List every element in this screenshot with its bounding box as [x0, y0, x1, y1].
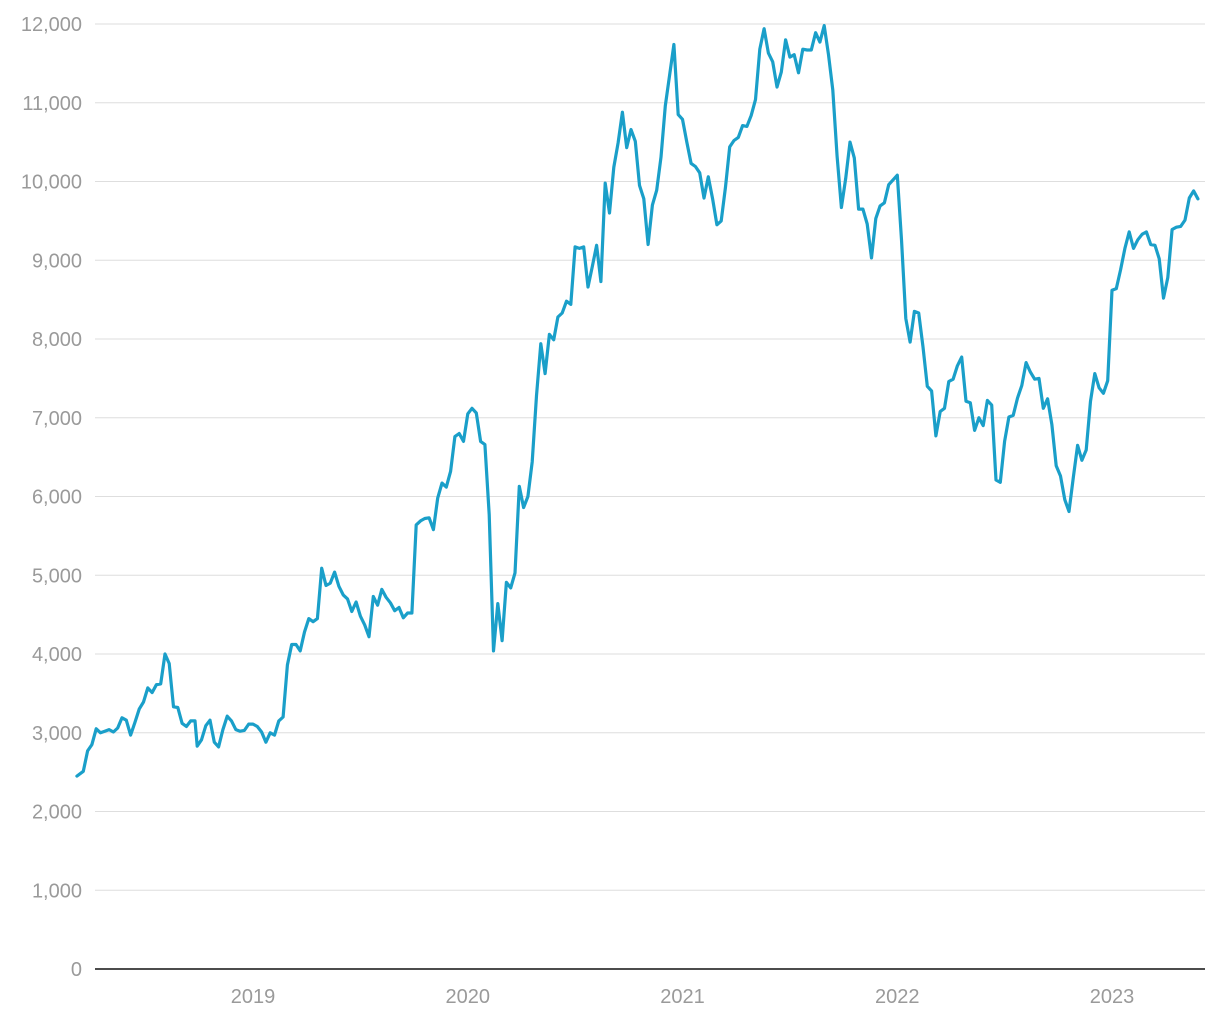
y-tick-label: 2,000 [32, 802, 82, 824]
gridlines [95, 23, 1205, 891]
y-tick-label: 9,000 [32, 250, 82, 272]
y-tick-label: 1,000 [32, 880, 82, 902]
y-tick-label: 5,000 [32, 565, 82, 587]
y-tick-label: 8,000 [32, 329, 82, 351]
x-tick-label: 2022 [875, 986, 920, 1008]
y-tick-label: 7,000 [32, 408, 82, 430]
x-tick-label: 2020 [446, 986, 491, 1008]
y-axis-tick-labels: 0 1,000 2,000 3,000 4,000 5,000 6,000 7,000 8,00… [21, 14, 82, 981]
y-tick-label: 3,000 [32, 723, 82, 745]
x-axis-tick-labels: 2019 2020 2021 2022 2023 [231, 986, 1135, 1008]
x-tick-label: 2019 [231, 986, 276, 1008]
series-line [75, 24, 1200, 778]
y-tick-label: 4,000 [32, 644, 82, 666]
y-tick-label: 10,000 [21, 172, 82, 194]
x-tick-label: 2023 [1090, 986, 1135, 1008]
x-tick-label: 2021 [660, 986, 705, 1008]
y-tick-label: 12,000 [21, 14, 82, 36]
y-tick-label: 6,000 [32, 487, 82, 509]
y-tick-label: 0 [71, 959, 82, 981]
y-tick-label: 11,000 [22, 93, 82, 115]
